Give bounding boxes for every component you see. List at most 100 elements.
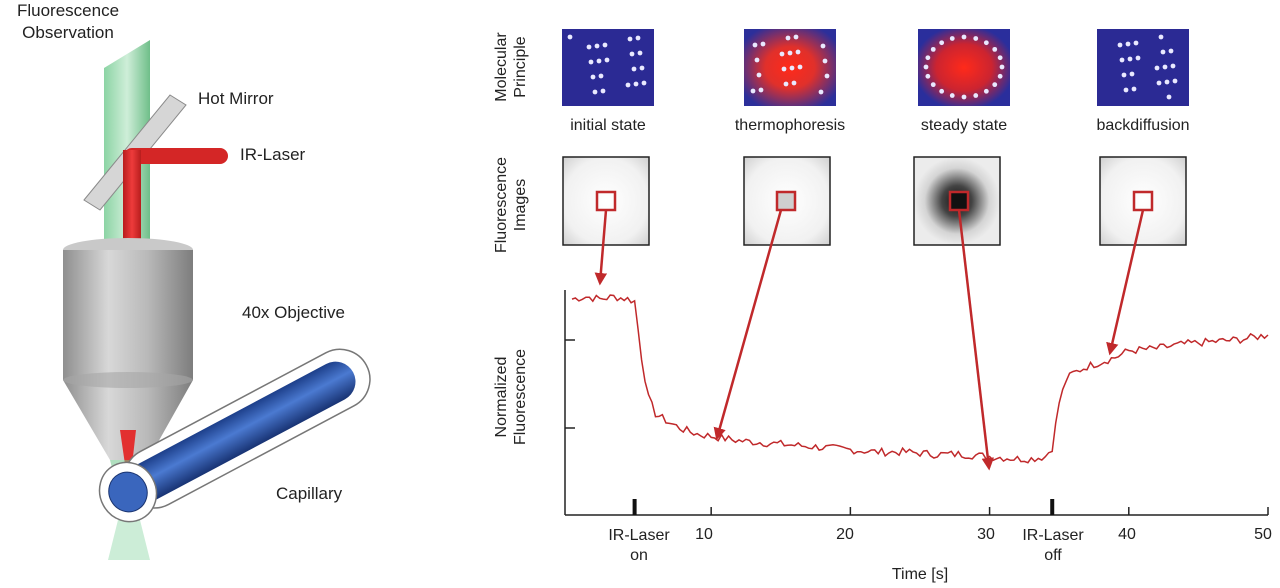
- molecule-dot: [629, 51, 635, 57]
- arrow-initial: [594, 209, 608, 286]
- molecule-dot: [1127, 56, 1133, 62]
- image-backdiffusion: [1099, 156, 1187, 246]
- molecule-dot: [754, 57, 760, 63]
- molecule-dot: [1117, 42, 1123, 48]
- x-tick-label: 40: [1118, 526, 1136, 543]
- molecule-dot: [787, 50, 793, 56]
- molecule-dot: [1131, 86, 1137, 92]
- molecule-dot: [627, 36, 633, 42]
- hot-mirror-label: Hot Mirror: [198, 89, 274, 108]
- molecule-dot: [750, 88, 756, 94]
- image-thermophoresis: [743, 156, 831, 246]
- ir-laser-label: IR-Laser: [240, 145, 306, 164]
- y-axis-label: Normalized Fluorescence: [493, 348, 529, 446]
- molecule-dot: [949, 36, 955, 41]
- molecule-dot: [641, 80, 647, 86]
- principle-initial: [562, 29, 654, 106]
- molecule-dot: [639, 65, 645, 71]
- laser-on-label: IR-Laser on: [608, 527, 670, 564]
- molecule-dot: [973, 36, 979, 41]
- molecule-dot: [930, 82, 936, 88]
- molecule-dot: [793, 34, 799, 40]
- molecule-dot: [590, 74, 596, 80]
- molecule-dot: [586, 44, 592, 50]
- molecule-dot: [1164, 79, 1170, 85]
- x-tick-label: 50: [1254, 526, 1272, 543]
- molecule-dot: [1135, 55, 1141, 61]
- objective-lens: [63, 238, 193, 460]
- molecule-dot: [1160, 49, 1166, 55]
- molecule-dot: [824, 73, 830, 79]
- state-label-backdiffusion: backdiffusion: [1096, 117, 1190, 134]
- molecule-dot: [1156, 80, 1162, 86]
- laser-on-marker: [632, 499, 637, 515]
- molecule-dot: [602, 42, 608, 48]
- molecule-dot: [983, 88, 989, 94]
- molecule-dot: [961, 34, 967, 40]
- molecule-dot: [625, 82, 631, 88]
- molecule-dot: [983, 40, 989, 46]
- molecule-dot: [925, 55, 931, 61]
- molecule-dot: [635, 35, 641, 41]
- molecule-dot: [567, 34, 573, 40]
- molecule-dot: [756, 72, 762, 78]
- molecule-dot: [939, 40, 945, 46]
- molecule-dot: [939, 88, 945, 94]
- molecular-principle-label: Molecular Principle: [493, 32, 529, 102]
- molecule-dot: [1170, 63, 1176, 69]
- state-label-initial: initial state: [570, 117, 646, 134]
- molecule-dot: [631, 66, 637, 72]
- molecule-dot: [997, 55, 1003, 61]
- molecule-dot: [992, 46, 998, 52]
- capillary-label: Capillary: [276, 484, 343, 503]
- state-label-thermophoresis: thermophoresis: [734, 117, 846, 134]
- ir-laser-beam: [123, 148, 228, 250]
- molecule-dot: [758, 87, 764, 93]
- molecule-dot: [1172, 78, 1178, 84]
- molecule-dot: [592, 89, 598, 95]
- x-tick-label: 10: [695, 526, 713, 543]
- molecule-dot: [783, 81, 789, 87]
- molecule-dot: [949, 93, 955, 98]
- x-tick-label: 20: [836, 526, 854, 543]
- molecule-dot: [600, 88, 606, 94]
- x-axis-label: Time [s]: [891, 566, 949, 583]
- molecule-dot: [588, 59, 594, 65]
- molecule-dot: [925, 73, 931, 79]
- arrow-steady-state: [957, 209, 995, 471]
- molecule-dot: [791, 80, 797, 86]
- molecule-dot: [992, 82, 998, 88]
- arrow-thermophoresis: [713, 209, 783, 441]
- molecule-dot: [596, 58, 602, 64]
- image-steady-state: [913, 156, 1001, 246]
- state-label-steady: steady state: [920, 117, 1008, 134]
- molecule-dot: [779, 51, 785, 57]
- fluorescence-trace: [571, 294, 1269, 464]
- molecule-dot: [1154, 65, 1160, 71]
- molecule-dot: [997, 73, 1003, 79]
- fluorescence-images-label: Fluorescence Images: [493, 156, 529, 254]
- arrow-backdiffusion: [1106, 209, 1145, 356]
- laser-off-marker: [1050, 499, 1055, 515]
- molecule-dot: [1168, 48, 1174, 54]
- molecule-dot: [822, 58, 828, 64]
- chart-axes: [564, 290, 1268, 516]
- molecule-dot: [1158, 34, 1164, 40]
- molecule-dot: [1121, 72, 1127, 78]
- molecule-dot: [795, 49, 801, 55]
- laser-off-label: IR-Laser off: [1022, 527, 1084, 564]
- fluorescence-observation-label: Fluorescence Observation: [16, 1, 120, 42]
- principle-backdiffusion: [1097, 29, 1189, 106]
- objective-label: 40x Objective: [242, 303, 345, 322]
- molecule-dot: [604, 57, 610, 63]
- principle-steady: [918, 29, 1010, 106]
- molecule-dot: [1166, 94, 1172, 100]
- molecule-dot: [797, 64, 803, 70]
- molecule-dot: [923, 64, 929, 70]
- molecule-dot: [1133, 40, 1139, 46]
- molecule-dot: [961, 94, 967, 100]
- x-tick-label: 30: [977, 526, 995, 543]
- molecule-dot: [598, 73, 604, 79]
- molecule-dot: [633, 81, 639, 87]
